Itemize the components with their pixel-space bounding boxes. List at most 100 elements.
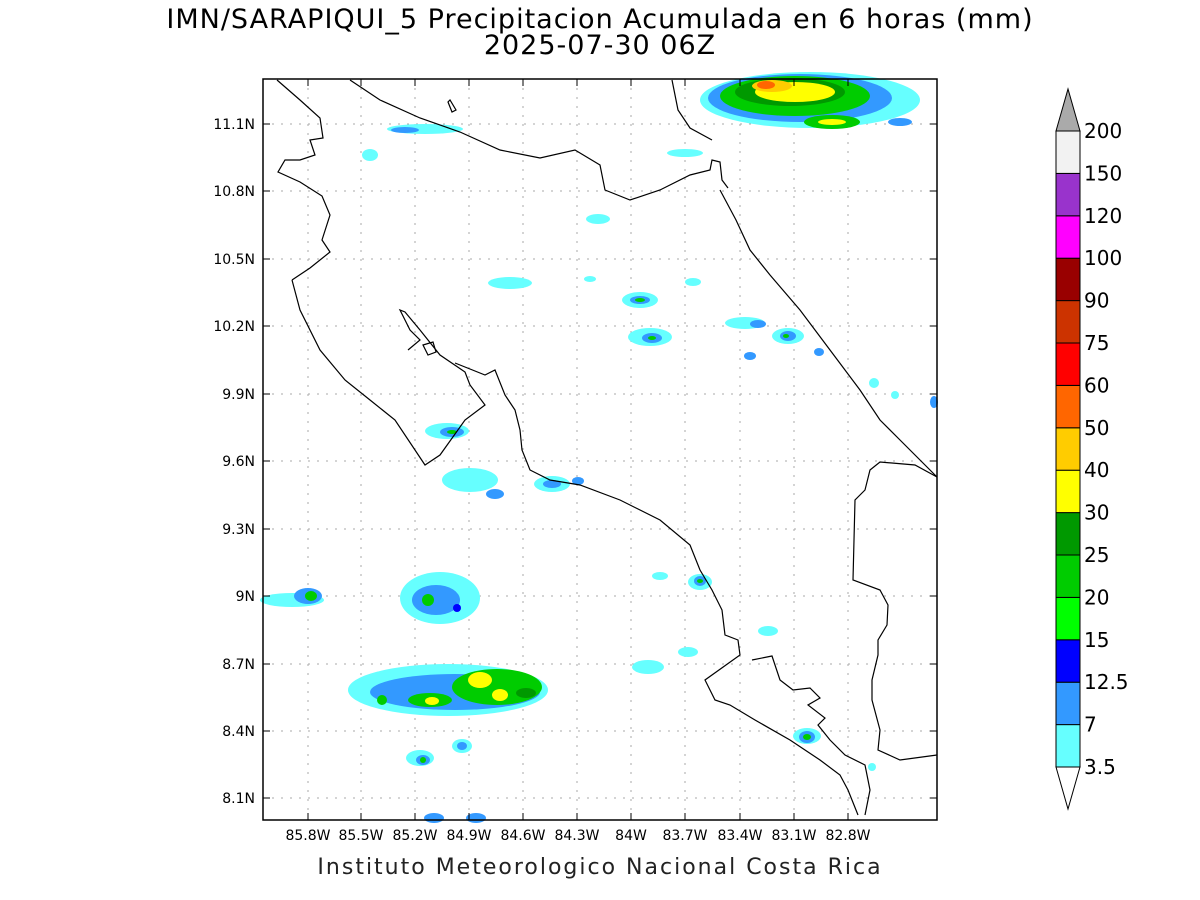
lon-tick-label: 83.4W bbox=[717, 828, 762, 844]
precip-cell bbox=[757, 81, 775, 89]
precip-cell bbox=[868, 763, 876, 771]
precip-cell bbox=[586, 214, 610, 224]
precip-cell bbox=[447, 430, 457, 434]
lon-tick-label: 85.5W bbox=[338, 828, 383, 844]
precip-cell bbox=[412, 585, 460, 615]
colorbar-under-arrow bbox=[1055, 766, 1081, 811]
precip-cell bbox=[543, 480, 561, 488]
colorbar-swatch bbox=[1055, 681, 1081, 726]
precip-cell bbox=[891, 391, 899, 399]
island-outline bbox=[447, 99, 457, 113]
coastlines bbox=[276, 79, 938, 816]
precip-cell bbox=[750, 320, 766, 328]
precip-cell bbox=[803, 734, 811, 740]
lon-tick-label: 83.7W bbox=[662, 828, 707, 844]
pacific-coast-nicoya bbox=[291, 279, 486, 466]
map-title: IMN/SARAPIQUI_5 Precipitacion Acumulada … bbox=[166, 4, 1034, 35]
colorbar-label: 75 bbox=[1084, 331, 1109, 355]
lat-tick-label: 9.6N bbox=[222, 454, 255, 470]
footer-credit: Instituto Meteorologico Nacional Costa R… bbox=[317, 855, 883, 880]
precip-cell bbox=[652, 572, 668, 580]
colorbar-swatch bbox=[1055, 300, 1081, 344]
lon-tick-label: 84.9W bbox=[446, 828, 491, 844]
colorbar-swatch bbox=[1055, 596, 1081, 641]
lon-tick-label: 84.6W bbox=[500, 828, 545, 844]
colorbar-label: 30 bbox=[1084, 501, 1109, 525]
map-datetime: 2025-07-30 06Z bbox=[483, 30, 717, 61]
osa-peninsula bbox=[751, 655, 871, 816]
colorbar-label: 40 bbox=[1084, 458, 1109, 482]
precip-cell bbox=[818, 119, 846, 125]
map-gridlines bbox=[263, 79, 937, 820]
precip-cell bbox=[468, 672, 492, 688]
colorbar-over-arrow bbox=[1055, 87, 1081, 132]
lat-tick-label: 8.4N bbox=[222, 724, 255, 740]
precip-cell bbox=[492, 689, 508, 701]
colorbar-label: 100 bbox=[1084, 246, 1122, 270]
precip-cell bbox=[572, 477, 584, 485]
precip-cell bbox=[425, 697, 439, 705]
lon-tick-label: 85.8W bbox=[285, 828, 330, 844]
precip-cell bbox=[584, 276, 596, 282]
lon-tick-label: 84.3W bbox=[554, 828, 599, 844]
precip-cell bbox=[667, 149, 703, 157]
precip-cell bbox=[697, 579, 703, 583]
precip-cell bbox=[391, 127, 419, 133]
precipitation-field bbox=[260, 72, 938, 823]
lon-tick-label: 84W bbox=[615, 828, 647, 844]
lat-tick-label: 11.1N bbox=[213, 117, 255, 133]
precip-cell bbox=[377, 695, 387, 705]
colorbar: 3.5 7 12.5 15 20 25 30 40 50 60 75 90 100 120 150 200 bbox=[1055, 87, 1129, 811]
lat-tick-label: 9.9N bbox=[222, 387, 255, 403]
caribbean-coast bbox=[719, 189, 938, 478]
precip-cell bbox=[632, 660, 664, 674]
colorbar-label: 12.5 bbox=[1084, 670, 1129, 694]
lat-tick-label: 10.5N bbox=[213, 252, 255, 268]
colorbar-label: 200 bbox=[1084, 119, 1122, 143]
longitude-labels: 85.8W 85.5W 85.2W 84.9W 84.6W 84.3W 84W 83.7W 83… bbox=[285, 79, 871, 844]
colorbar-swatch bbox=[1055, 724, 1081, 768]
precip-cell bbox=[305, 591, 317, 601]
lon-tick-label: 82.8W bbox=[825, 828, 870, 844]
colorbar-label: 120 bbox=[1084, 204, 1122, 228]
panama-border bbox=[852, 461, 938, 761]
precip-cell bbox=[486, 489, 504, 499]
precip-cell bbox=[888, 118, 912, 126]
colorbar-swatch bbox=[1055, 469, 1081, 514]
colorbar-label: 3.5 bbox=[1084, 755, 1116, 779]
precip-cell bbox=[635, 298, 645, 302]
lake-nicaragua-shore bbox=[276, 79, 331, 281]
lat-tick-label: 8.1N bbox=[222, 791, 255, 807]
colorbar-label: 90 bbox=[1084, 289, 1109, 313]
precip-cell bbox=[516, 688, 536, 698]
colorbar-swatch bbox=[1055, 512, 1081, 556]
colorbar-swatch bbox=[1055, 342, 1081, 386]
precip-cell bbox=[442, 468, 498, 492]
precip-cell bbox=[930, 396, 938, 408]
colorbar-label: 7 bbox=[1084, 713, 1097, 737]
colorbar-swatch bbox=[1055, 384, 1081, 429]
lon-tick-label: 83.1W bbox=[771, 828, 816, 844]
lat-tick-label: 9.3N bbox=[222, 522, 255, 538]
precip-cell bbox=[685, 278, 701, 286]
lat-tick-label: 9N bbox=[236, 589, 255, 605]
precip-cell bbox=[814, 348, 824, 356]
gulf-nicoya-island bbox=[422, 341, 437, 356]
precip-cell bbox=[420, 757, 426, 763]
lake-shore-north bbox=[349, 79, 729, 201]
latitude-labels: 11.1N 10.8N 10.5N 10.2N 9.9N 9.6N 9.3N 9N 8.7N 8.… bbox=[213, 117, 937, 807]
colorbar-label: 25 bbox=[1084, 543, 1109, 567]
lat-tick-label: 8.7N bbox=[222, 657, 255, 673]
northeast-border bbox=[671, 79, 713, 141]
colorbar-label: 20 bbox=[1084, 585, 1109, 609]
precip-cell bbox=[422, 594, 434, 606]
colorbar-swatch bbox=[1055, 172, 1081, 217]
gulf-coast-east bbox=[454, 362, 859, 816]
precip-cell bbox=[424, 813, 444, 823]
precip-cell bbox=[758, 626, 778, 636]
lon-tick-label: 85.2W bbox=[392, 828, 437, 844]
colorbar-swatch bbox=[1055, 130, 1081, 174]
colorbar-swatch bbox=[1055, 215, 1081, 259]
precip-cell bbox=[744, 352, 756, 360]
